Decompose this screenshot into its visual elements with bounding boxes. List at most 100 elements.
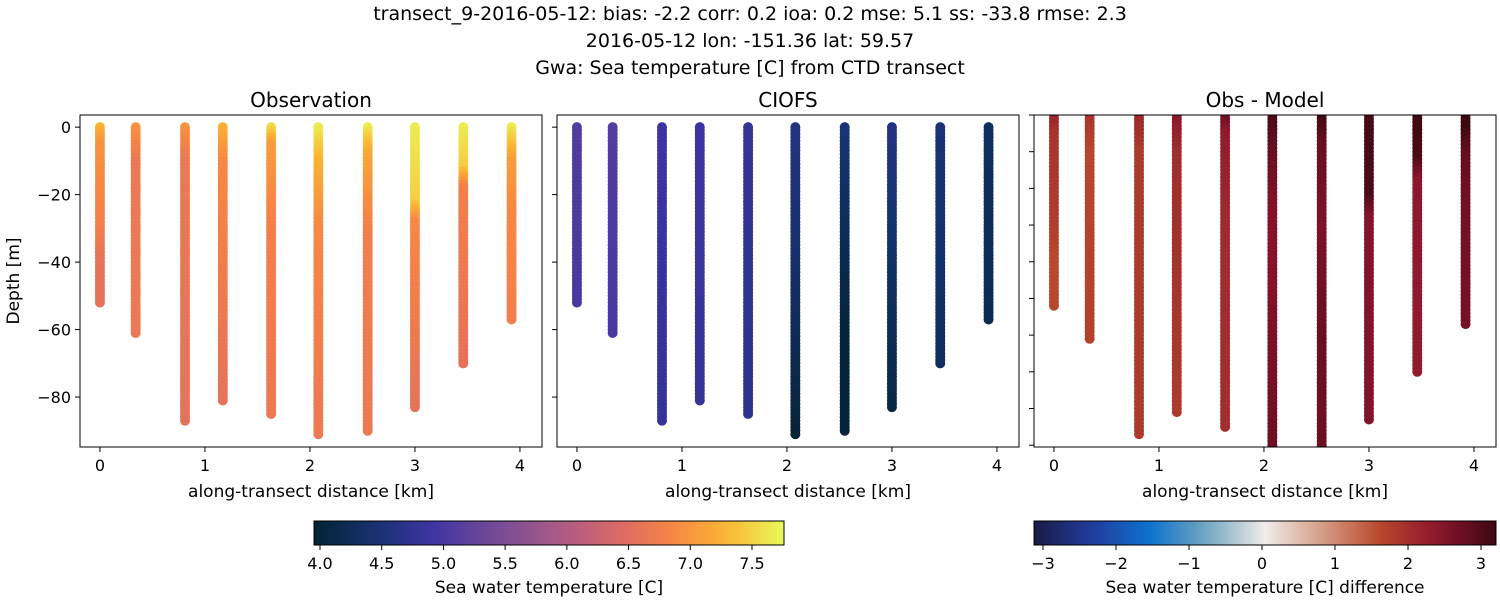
data-point [362,425,373,436]
profile-1 [607,122,618,338]
profile-6 [1316,115,1327,447]
data-point [180,415,190,426]
x-tick-label: 1 [200,456,210,475]
data-point [1412,366,1423,377]
y-tick-label: −80 [37,388,71,407]
scatter-points [94,122,517,440]
profile-9 [983,122,994,325]
title-line-3: Gwa: Sea temperature [C] from CTD transe… [535,57,965,79]
x-tick-label: 3 [1364,456,1374,475]
colorbar-label: Sea water temperature [C] [435,578,663,598]
profile-2 [180,122,190,426]
profile-6 [839,122,850,436]
panel-model: CIOFS 0 1 2 3 4 along-transect distance [km] [552,88,1020,502]
data-point [1134,429,1144,440]
profile-2 [1134,115,1144,440]
colorbar-tick-label: 4.0 [307,554,332,573]
x-axis-label: along-transect distance [km] [665,482,911,502]
scatter-points [571,122,994,440]
profile-9 [506,122,517,325]
data-point [983,314,994,325]
colorbar-tick-label: 5.0 [431,554,456,573]
y-tick-label: −40 [37,253,71,272]
profile-8 [458,122,469,369]
profile-0 [1048,115,1059,311]
x-tick-label: 0 [572,456,582,475]
data-point [886,402,897,413]
colorbar-tick-label: −3 [1031,554,1055,573]
colorbar-tick-label: −2 [1104,554,1128,573]
panel-diff: Obs - Model 0 1 2 3 4 along-transect distance … [1029,88,1497,502]
data-point [657,415,667,426]
profile-3 [1171,115,1182,418]
colorbar-gradient [1033,520,1497,546]
data-point [935,358,946,369]
title-line-1: transect_9-2016-05-12: bias: -2.2 corr: … [373,3,1127,25]
profile-6 [362,122,373,436]
colorbar-tick-label: 5.5 [492,554,517,573]
colorbar-0: 4.0 4.5 5.0 5.5 6.0 6.5 7.0 7.5 Sea water temper… [307,520,785,598]
scatter-points [1048,115,1471,447]
panel-title: CIOFS [758,88,817,112]
x-axis-label: along-transect distance [km] [188,482,434,502]
colorbar-tick-label: 6.0 [554,554,579,573]
profile-1 [130,122,141,338]
profile-5 [313,122,324,440]
title-line-2: 2016-05-12 lon: -151.36 lat: 59.57 [585,30,915,52]
colorbar-tick-label: 3 [1476,554,1486,573]
x-tick-label: 2 [305,456,315,475]
axes-frame [1033,114,1497,448]
y-tick-label: −20 [37,186,71,205]
colorbar-tick-label: 6.5 [616,554,641,573]
profile-7 [409,122,420,413]
profile-4 [1220,115,1231,432]
x-tick-label: 1 [1154,456,1164,475]
profile-5 [1267,115,1278,447]
profile-8 [1412,115,1423,377]
profile-0 [571,122,582,308]
colorbar-tick-label: 2 [1403,554,1413,573]
axes-frame [556,114,1020,448]
profile-4 [743,122,754,419]
profile-8 [935,122,946,369]
panel-title: Observation [250,88,372,112]
data-point [217,395,228,406]
profile-3 [694,122,705,406]
x-tick-label: 2 [1259,456,1269,475]
profile-1 [1084,115,1095,344]
colorbar-tick-label: 7.5 [739,554,764,573]
colorbar-tick-label: −1 [1177,554,1201,573]
data-point [130,327,141,338]
data-point [94,297,105,308]
data-point [743,408,754,419]
profile-7 [886,122,897,413]
colorbar-tick-label: 0 [1257,554,1267,573]
data-point [266,408,277,419]
data-point [313,429,324,440]
profile-2 [657,122,667,426]
x-tick-label: 4 [992,456,1002,475]
profile-4 [266,122,277,419]
x-tick-label: 1 [677,456,687,475]
data-point [1267,443,1278,447]
x-tick-label: 4 [515,456,525,475]
data-point [1316,440,1327,447]
data-point [571,297,582,308]
data-point [1220,421,1231,432]
x-tick-label: 4 [1469,456,1479,475]
data-point [1363,414,1374,425]
axes-frame [79,114,543,448]
x-tick-label: 2 [782,456,792,475]
x-tick-label: 3 [410,456,420,475]
data-point [1460,319,1471,330]
colorbar-gradient [313,520,785,546]
data-point [409,402,420,413]
y-tick-label: −60 [37,321,71,340]
data-point [506,314,517,325]
data-point [458,358,469,369]
y-axis-label: Depth [m] [4,237,24,324]
colorbar-tick-label: 1 [1330,554,1340,573]
data-point [790,429,801,440]
